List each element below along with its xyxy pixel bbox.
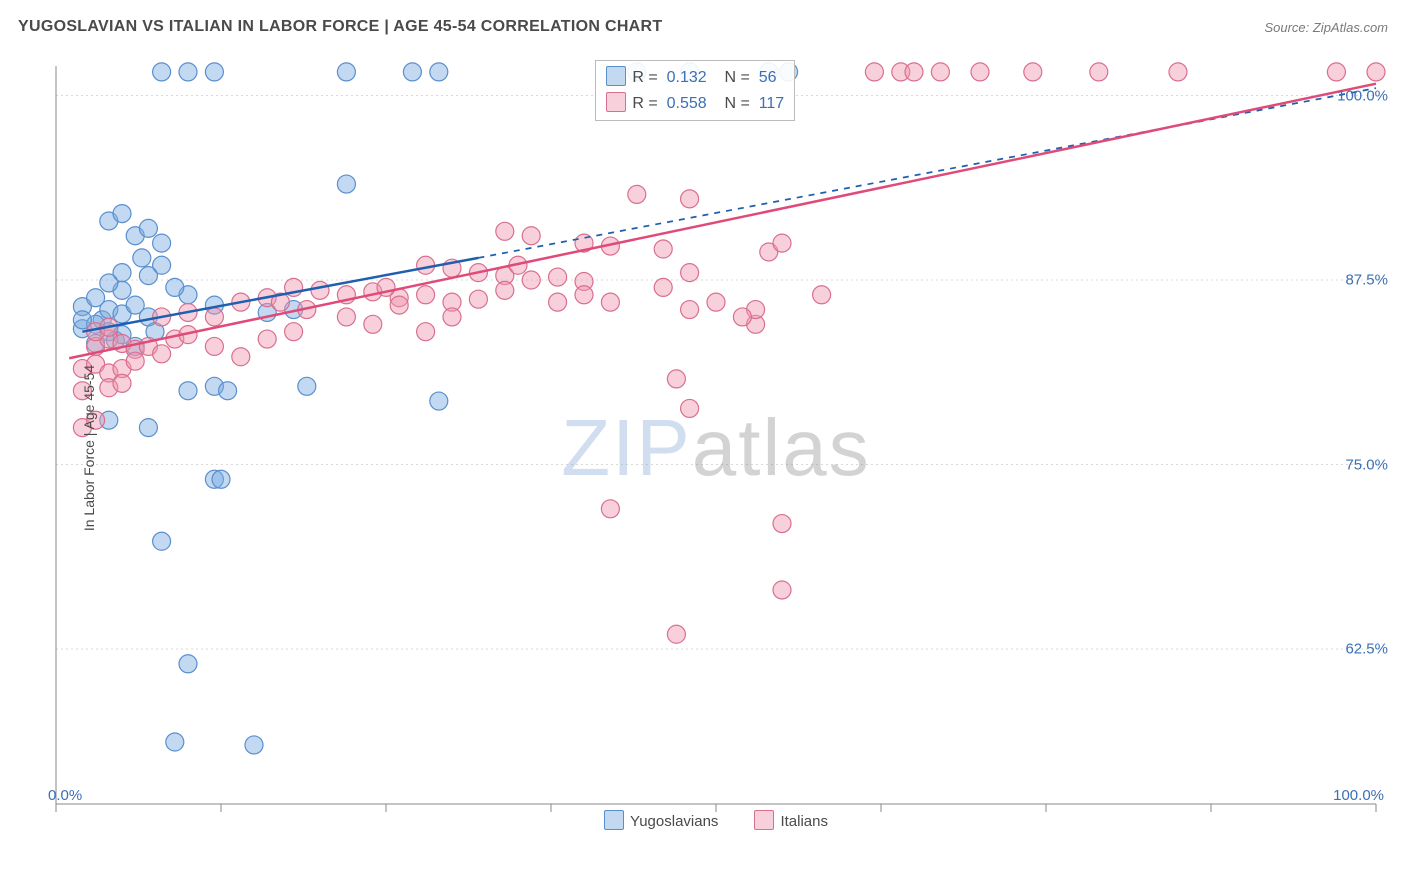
chart-source: Source: ZipAtlas.com — [1264, 20, 1388, 35]
y-tick-label: 100.0% — [1337, 87, 1388, 104]
correlation-stats-box: R = 0.132 N = 56R = 0.558 N = 117 — [595, 60, 795, 121]
chart-header: YUGOSLAVIAN VS ITALIAN IN LABOR FORCE | … — [18, 18, 1388, 48]
scatter-svg — [46, 58, 1386, 838]
legend-chip-italians — [754, 810, 774, 830]
stats-row-italians: R = 0.558 N = 117 — [606, 91, 784, 117]
chart-title: YUGOSLAVIAN VS ITALIAN IN LABOR FORCE | … — [18, 18, 662, 35]
y-tick-label: 75.0% — [1345, 456, 1388, 473]
y-tick-label: 62.5% — [1345, 641, 1388, 658]
legend-label-italians: Italians — [780, 813, 828, 830]
series-legend: Yugoslavians Italians — [46, 810, 1386, 830]
stats-n-value: 117 — [759, 95, 785, 112]
y-axis-label: In Labor Force | Age 45-54 — [81, 365, 97, 531]
stats-r-label: R = — [632, 69, 657, 86]
stats-n-label: N = — [724, 95, 749, 112]
stats-r-label: R = — [632, 95, 657, 112]
legend-item-italians: Italians — [754, 813, 828, 830]
x-axis-min-label: 0.0% — [48, 787, 82, 804]
stats-n-value: 56 — [759, 69, 777, 86]
stats-r-value: 0.132 — [667, 69, 707, 86]
stats-chip-italians — [606, 92, 626, 112]
legend-chip-yugoslavians — [604, 810, 624, 830]
legend-item-yugoslavians: Yugoslavians — [604, 813, 718, 830]
x-axis-max-label: 100.0% — [1333, 787, 1384, 804]
stats-r-value: 0.558 — [667, 95, 707, 112]
chart-plot-area: In Labor Force | Age 45-54 ZIPatlas R = … — [46, 58, 1386, 838]
stats-n-label: N = — [724, 69, 749, 86]
stats-row-yugoslavians: R = 0.132 N = 56 — [606, 65, 784, 91]
legend-label-yugoslavians: Yugoslavians — [630, 813, 718, 830]
y-tick-label: 87.5% — [1345, 272, 1388, 289]
stats-chip-yugoslavians — [606, 66, 626, 86]
